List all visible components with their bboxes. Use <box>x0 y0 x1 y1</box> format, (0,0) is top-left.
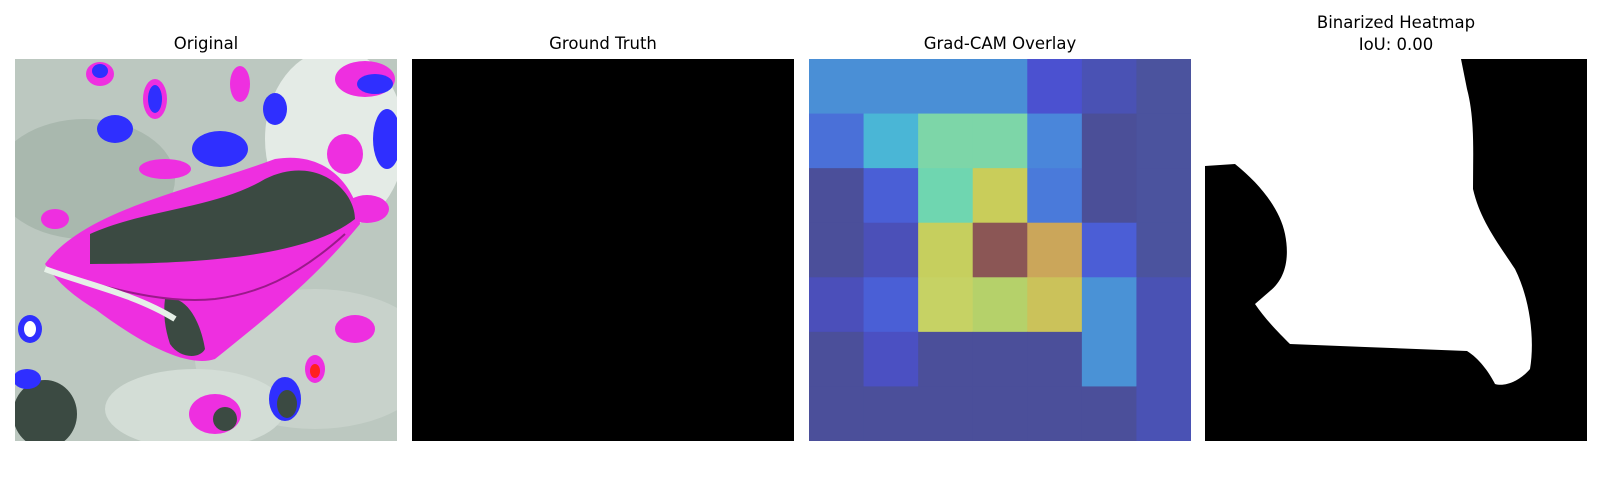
heatmap-cell <box>863 277 919 333</box>
heatmap-cell <box>809 386 865 441</box>
heatmap-cell <box>918 277 974 333</box>
heatmap-cell <box>863 331 919 387</box>
heatmap-cell <box>918 168 974 224</box>
heatmap-cell <box>972 168 1028 224</box>
heatmap-cell <box>1027 277 1083 333</box>
binarized-title-line1: Binarized Heatmap <box>1316 13 1476 32</box>
heatmap-cell <box>918 113 974 169</box>
heatmap-cell <box>1027 59 1083 115</box>
heatmap-cell <box>809 168 865 224</box>
heatmap-cell <box>1027 331 1083 387</box>
heatmap-cell <box>809 59 865 115</box>
iou-label: IoU: 0.00 <box>1358 35 1434 54</box>
heatmap-cell <box>1136 113 1191 169</box>
heatmap-cell <box>1027 222 1083 278</box>
heatmap-cell <box>972 59 1028 115</box>
heatmap-cell <box>1027 113 1083 169</box>
heatmap-cell <box>1136 168 1191 224</box>
heatmap-cell <box>1027 168 1083 224</box>
heatmap-cell <box>863 222 919 278</box>
gradcam-overlay <box>809 59 1191 441</box>
heatmap-cell <box>1027 386 1083 441</box>
heatmap-cell <box>1081 386 1137 441</box>
heatmap-cell <box>1081 277 1137 333</box>
heatmap-cell <box>1136 331 1191 387</box>
heatmap-cell <box>809 113 865 169</box>
gradcam-title: Grad-CAM Overlay <box>923 34 1077 53</box>
heatmap-cell <box>972 277 1028 333</box>
ground-truth-title: Ground Truth <box>549 34 657 53</box>
binarized-heatmap <box>1205 59 1587 441</box>
heatmap-cell <box>1136 277 1191 333</box>
heatmap-cell <box>863 113 919 169</box>
binarized-title: Binarized Heatmap IoU: 0.00 <box>1205 12 1587 56</box>
heatmap-cell <box>918 59 974 115</box>
heatmap-cell <box>1081 168 1137 224</box>
heatmap-cell <box>1136 59 1191 115</box>
heatmap-cell <box>1081 59 1137 115</box>
heatmap-cell <box>1081 331 1137 387</box>
heatmap-cell <box>1136 386 1191 441</box>
heatmap-cell <box>972 113 1028 169</box>
heatmap-cell <box>809 222 865 278</box>
heatmap-cell <box>809 277 865 333</box>
heatmap-cell <box>1081 113 1137 169</box>
heatmap-cell <box>972 386 1028 441</box>
heatmap-cell <box>918 386 974 441</box>
heatmap-cell <box>972 222 1028 278</box>
heatmap-cell <box>918 331 974 387</box>
original-title: Original <box>173 34 239 53</box>
heatmap-cell <box>972 331 1028 387</box>
heatmap-cell <box>918 222 974 278</box>
heatmap-cell <box>1081 222 1137 278</box>
heatmap-cell <box>1136 222 1191 278</box>
ground-truth-mask <box>412 59 794 441</box>
heatmap-cell <box>863 386 919 441</box>
original-image <box>15 59 397 441</box>
heatmap-cell <box>863 168 919 224</box>
heatmap-cell <box>809 331 865 387</box>
heatmap-cell <box>863 59 919 115</box>
